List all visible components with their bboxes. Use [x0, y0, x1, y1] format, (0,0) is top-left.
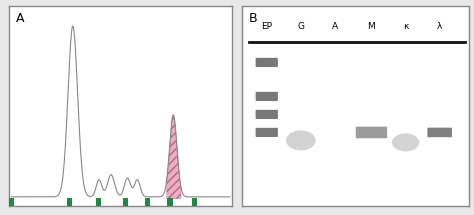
- Bar: [9, 198, 14, 206]
- Bar: [191, 198, 197, 206]
- Text: G: G: [297, 22, 304, 31]
- FancyBboxPatch shape: [356, 127, 387, 138]
- Text: A: A: [16, 12, 25, 25]
- FancyBboxPatch shape: [428, 128, 452, 137]
- Bar: [67, 198, 73, 206]
- Text: B: B: [248, 12, 257, 25]
- FancyBboxPatch shape: [255, 92, 278, 101]
- Text: λ: λ: [437, 22, 442, 31]
- FancyBboxPatch shape: [255, 128, 278, 137]
- FancyBboxPatch shape: [255, 58, 278, 67]
- Text: A: A: [332, 22, 338, 31]
- Ellipse shape: [392, 134, 419, 151]
- Ellipse shape: [286, 131, 316, 150]
- Bar: [145, 198, 150, 206]
- Bar: [123, 198, 128, 206]
- Bar: [167, 198, 173, 206]
- Text: κ: κ: [403, 22, 408, 31]
- Text: EP: EP: [261, 22, 272, 31]
- Text: M: M: [367, 22, 375, 31]
- Bar: [96, 198, 101, 206]
- FancyBboxPatch shape: [255, 110, 278, 119]
